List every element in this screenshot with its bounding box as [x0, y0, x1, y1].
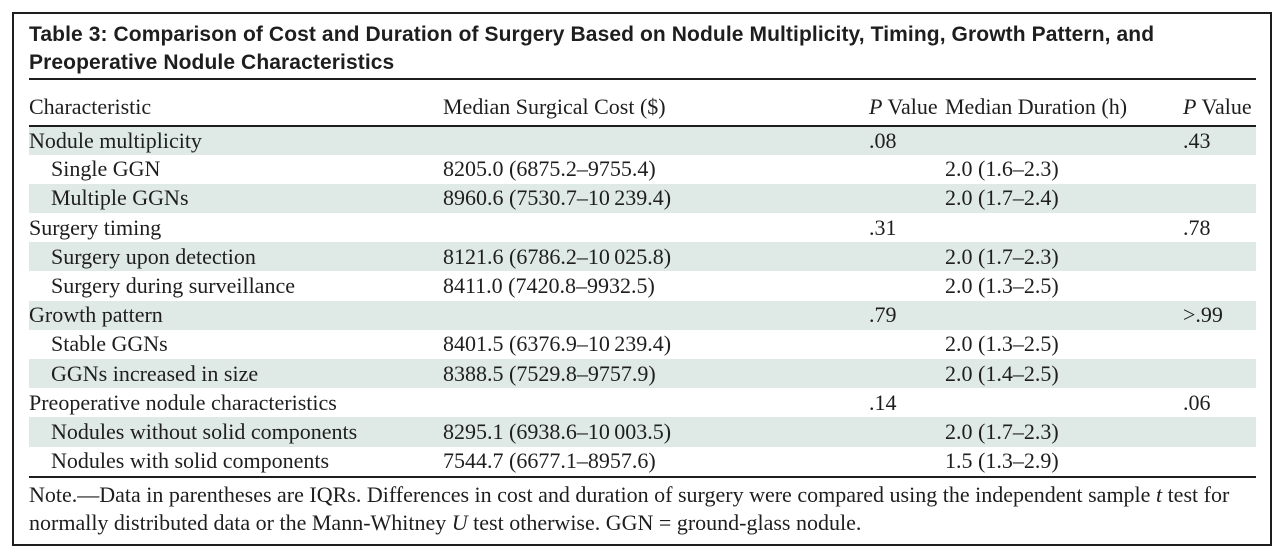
cell-pvalue-duration: .06 — [1183, 389, 1211, 415]
cell-cost — [443, 213, 869, 242]
table-row-preoperative-characteristics: Preoperative nodule characteristics .14 … — [29, 388, 1256, 417]
cell-pvalue-cost: .08 — [869, 127, 897, 153]
cell-pvalue-cost — [869, 271, 945, 300]
cell-pvalue-cost — [869, 359, 945, 388]
table-frame: Table 3: Comparison of Cost and Duration… — [12, 12, 1272, 546]
row-label: Surgery upon detection — [51, 243, 256, 269]
body-bottom-rule — [29, 475, 1256, 478]
table-row-surgery-timing: Surgery timing .31 .78 — [29, 213, 1256, 242]
note-text-2: test for — [1162, 482, 1230, 508]
col-header-median-duration: Median Duration (h) — [945, 79, 1183, 127]
pvalue-label: Value — [882, 93, 938, 119]
cell-cost — [443, 126, 869, 155]
row-label: Surgery timing — [29, 214, 162, 240]
cell-duration: 2.0 (1.3–2.5) — [945, 331, 1059, 357]
cell-pvalue-cost — [869, 184, 945, 213]
cell-pvalue-cost: .14 — [869, 389, 897, 415]
cell-pvalue-cost: .79 — [869, 302, 897, 328]
cell-pvalue-cost — [869, 417, 945, 446]
cell-duration: 2.0 (1.3–2.5) — [945, 273, 1059, 299]
table-note: Note.—Data in parentheses are IQRs. Diff… — [29, 481, 1256, 537]
cell-duration — [945, 213, 1183, 242]
table-row-nodule-multiplicity: Nodule multiplicity .08 .43 — [29, 125, 1256, 155]
pvalue-italic-p: P — [869, 93, 883, 119]
cell-duration: 2.0 (1.7–2.3) — [945, 243, 1059, 269]
row-label: GGNs increased in size — [51, 360, 259, 386]
data-table: Characteristic Median Surgical Cost ($) … — [29, 79, 1256, 476]
cell-pvalue-duration: .78 — [1183, 214, 1211, 240]
cell-pvalue-duration — [1183, 242, 1256, 271]
cell-cost: 8295.1 (6938.6–10 003.5) — [443, 418, 672, 444]
cell-pvalue-duration — [1183, 155, 1256, 184]
cell-pvalue-duration — [1183, 359, 1256, 388]
table-row-ggns-increased: GGNs increased in size 8388.5 (7529.8–97… — [29, 359, 1256, 389]
table-row-surgery-during-surveillance: Surgery during surveillance 8411.0 (7420… — [29, 271, 1256, 300]
table-row-nodules-without-solid: Nodules without solid components 8295.1 … — [29, 417, 1256, 447]
pvalue-italic-p: P — [1183, 93, 1197, 119]
cell-cost — [443, 388, 869, 417]
header-row: Characteristic Median Surgical Cost ($) … — [29, 79, 1256, 127]
col-header-median-cost: Median Surgical Cost ($) — [443, 79, 869, 127]
cell-cost: 8121.6 (6786.2–10 025.8) — [443, 243, 672, 269]
cell-pvalue-cost — [869, 330, 945, 359]
col-header-pvalue-duration: P Value — [1183, 79, 1256, 127]
cell-duration: 2.0 (1.7–2.4) — [945, 185, 1059, 211]
note-text-3: normally distributed data or the Mann-Wh… — [29, 510, 452, 536]
row-label: Multiple GGNs — [51, 185, 189, 211]
cell-cost: 8401.5 (6376.9–10 239.4) — [443, 331, 672, 357]
row-label: Stable GGNs — [51, 331, 168, 357]
cell-duration — [945, 301, 1183, 330]
row-label: Nodules with solid components — [51, 448, 330, 474]
cell-cost: 8960.6 (7530.7–10 239.4) — [443, 185, 672, 211]
cell-cost: 8205.0 (6875.2–9755.4) — [443, 156, 656, 182]
pvalue-label: Value — [1196, 93, 1252, 119]
note-italic-t: t — [1155, 482, 1163, 508]
col-header-characteristic: Characteristic — [29, 79, 443, 127]
cell-pvalue-duration: .43 — [1183, 127, 1211, 153]
cell-pvalue-duration — [1183, 447, 1256, 476]
row-label: Single GGN — [51, 156, 161, 182]
row-label: Surgery during surveillance — [51, 273, 295, 299]
cell-duration: 2.0 (1.7–2.3) — [945, 418, 1059, 444]
cell-duration: 2.0 (1.4–2.5) — [945, 360, 1059, 386]
cell-pvalue-duration — [1183, 330, 1256, 359]
cell-pvalue-duration — [1183, 271, 1256, 300]
note-text-4: test otherwise. GGN = ground-glass nodul… — [467, 510, 862, 536]
table-row-single-ggn: Single GGN 8205.0 (6875.2–9755.4) 2.0 (1… — [29, 155, 1256, 184]
cell-cost — [443, 301, 869, 330]
title-rule — [29, 77, 1256, 80]
cell-pvalue-cost: .31 — [869, 214, 897, 240]
table-row-stable-ggns: Stable GGNs 8401.5 (6376.9–10 239.4) 2.0… — [29, 330, 1256, 359]
cell-pvalue-cost — [869, 242, 945, 271]
col-header-pvalue-cost: P Value — [869, 79, 945, 127]
cell-pvalue-cost — [869, 155, 945, 184]
note-text-1: Note.—Data in parentheses are IQRs. Diff… — [29, 482, 1156, 508]
cell-duration: 1.5 (1.3–2.9) — [945, 448, 1059, 474]
cell-cost: 8388.5 (7529.8–9757.9) — [443, 360, 656, 386]
row-label: Preoperative nodule characteristics — [29, 389, 337, 415]
table-row-multiple-ggns: Multiple GGNs 8960.6 (7530.7–10 239.4) 2… — [29, 183, 1256, 214]
table-row-surgery-upon-detection: Surgery upon detection 8121.6 (6786.2–10… — [29, 242, 1256, 272]
cell-pvalue-duration — [1183, 417, 1256, 446]
cell-duration: 2.0 (1.6–2.3) — [945, 156, 1059, 182]
cell-pvalue-cost — [869, 447, 945, 476]
table-row-nodules-with-solid: Nodules with solid components 7544.7 (66… — [29, 447, 1256, 476]
cell-pvalue-duration: >.99 — [1183, 302, 1223, 328]
cell-duration — [945, 126, 1183, 155]
table-row-growth-pattern: Growth pattern .79 >.99 — [29, 300, 1256, 330]
row-label: Growth pattern — [29, 302, 163, 328]
row-label: Nodules without solid components — [51, 418, 358, 444]
cell-cost: 8411.0 (7420.8–9932.5) — [443, 273, 655, 299]
row-label: Nodule multiplicity — [29, 127, 202, 153]
note-italic-u: U — [451, 510, 468, 536]
table-title: Table 3: Comparison of Cost and Duration… — [29, 23, 1155, 74]
cell-pvalue-duration — [1183, 184, 1256, 213]
cell-cost: 7544.7 (6677.1–8957.6) — [443, 448, 656, 474]
cell-duration — [945, 388, 1183, 417]
